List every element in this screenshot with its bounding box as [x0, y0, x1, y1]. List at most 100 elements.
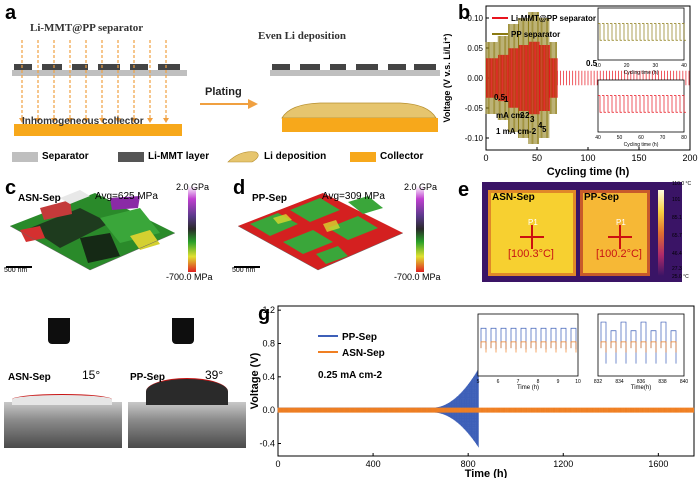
inset1-g-tick-1: 6 [497, 379, 500, 385]
y-tick-label-g-0: -0.4 [259, 439, 275, 449]
rate-label-b-0: 0.5 [494, 93, 506, 102]
y-tick-label-b-0: -0.10 [465, 134, 484, 143]
legend-collector: Collector [380, 151, 424, 162]
contact-angle-asn: 15° [82, 368, 101, 382]
inset-top-b-tick-0: 10 [595, 63, 601, 69]
crosshair-asn-v [531, 225, 533, 249]
scale-d: 500 nm [232, 267, 256, 274]
x-axis-label-b: Cycling time (h) [547, 166, 630, 178]
x-tick-label-b-1: 50 [532, 153, 542, 163]
inhomogeneous-label: Inhomogeneous collector [22, 116, 144, 127]
legend-asn-g: ASN-Sep [342, 348, 385, 359]
inset1-g-asn [480, 341, 577, 353]
y-axis-label-g: Voltage (V) [249, 352, 261, 409]
rate-label-b-2: 2 [520, 111, 525, 120]
panel-label-d: d [233, 177, 246, 199]
inset1-g-tick-4: 9 [557, 379, 560, 385]
y-tick-label-b-2: 0.00 [467, 74, 483, 83]
y-tick-label-g-2: 0.4 [262, 372, 275, 382]
colorbar-c [188, 186, 196, 272]
droplet-left [12, 394, 112, 405]
separator-layer-right [270, 70, 440, 76]
inset1-g-pp [480, 327, 577, 350]
legend-li-b: Li-MMT@PP separator [511, 14, 596, 23]
y-tick-label-b-4: 0.10 [467, 14, 483, 23]
mmt-layer-left [14, 64, 180, 70]
legend-mmt-swatch [118, 152, 144, 162]
y-tick-label-b-3: 0.05 [467, 44, 483, 53]
x-tick-label-b-3: 150 [631, 153, 646, 163]
inset-bottom-b-frame [597, 79, 685, 133]
x-tick-label-g-1: 400 [366, 459, 381, 469]
temp-pp: [100.2°C] [596, 248, 642, 260]
legend-li: Li deposition [264, 151, 327, 162]
inset-bottom-b-tick-2: 60 [638, 135, 644, 141]
cbar-e-1: 101 [672, 197, 681, 203]
separator-layer-left [12, 70, 187, 76]
inset-bottom-b-tick-0: 40 [595, 135, 601, 141]
inset-bottom-b-series [598, 95, 686, 113]
series-li-long-b [557, 70, 690, 86]
collector-left [14, 124, 182, 136]
inset2-g-tick-1: 834 [615, 379, 624, 385]
thermal-colorbar [658, 190, 664, 276]
inset2-g-tick-0: 832 [594, 379, 603, 385]
rate-label-b-1: 1 [504, 95, 509, 104]
x-tick-label-b-0: 0 [483, 153, 488, 163]
legend-collector-swatch [350, 152, 376, 162]
panel-label-g: g [258, 303, 271, 325]
separator-title: Li-MMT@PP separator [30, 22, 144, 34]
wetting-name-asn: ASN-Sep [8, 372, 51, 383]
inset1-g-tick-0: 5 [477, 379, 480, 385]
collector-right [282, 118, 438, 132]
chart-g: 0 400 800 1200 1600 -0.4 0.0 0.4 0.8 1.2 Time (h) V… [249, 305, 695, 478]
substrate-right [128, 402, 246, 448]
cbar-bottom-c: -700.0 MPa [166, 272, 213, 282]
cbar-top-d: 2.0 GPa [404, 182, 438, 192]
needle-left [48, 318, 70, 344]
rate-note-b: 1 mA cm-2 [496, 127, 537, 136]
y-axis-label-b: Voltage (V v.s. Li/Li⁺) [442, 34, 452, 123]
inset-top-b-tick-2: 30 [653, 63, 659, 69]
mmt-layer-right [272, 64, 436, 70]
li-deposition-layer [281, 102, 437, 119]
current-label-g: 0.25 mA cm-2 [318, 370, 383, 381]
panel-a-schematic [12, 40, 440, 163]
inset-bottom-b-tick-1: 50 [617, 135, 623, 141]
inset1-g-xlabel: Time (h) [517, 385, 539, 391]
li-ion-arrows [21, 40, 167, 118]
scale-bar-c [6, 266, 32, 268]
afm-map-asn [6, 186, 196, 272]
chart-b: 0 50 100 150 200-0.10-0.050.000.050.10Cyclin… [442, 5, 698, 178]
cbar-bottom-d: -700.0 MPa [394, 272, 441, 282]
panel-label-e: e [458, 179, 470, 201]
y-tick-label-g-1: 0.0 [262, 405, 275, 415]
panel-label-b: b [458, 2, 471, 24]
series-li-b [486, 41, 558, 115]
droplet-right [146, 378, 228, 405]
legend-pp-g: PP-Sep [342, 332, 377, 343]
inset-top-b-series [598, 23, 686, 41]
legend-mmt: Li-MMT layer [148, 151, 210, 162]
temp-asn: [100.3°C] [508, 248, 554, 260]
even-deposition-title: Even Li deposition [258, 30, 347, 42]
plating-label: Plating [205, 86, 242, 98]
series-asn-g [277, 407, 695, 413]
rate-label-b-6: 0.5 [586, 59, 598, 68]
afm-name-d: PP-Sep [252, 193, 288, 204]
thermal-pp [580, 190, 650, 276]
inset-bottom-b-tick-4: 80 [681, 135, 687, 141]
y-tick-label-g-4: 1.2 [262, 305, 275, 315]
avg-d: Avg=309 MPa [322, 191, 385, 202]
cbar-top-c: 2.0 GPa [176, 182, 210, 192]
cbar-e-6: 25.0 °C [672, 274, 689, 280]
plot-frame-g [277, 305, 695, 457]
thermal-image [482, 182, 682, 282]
rate-label-b-4: 4 [538, 121, 543, 130]
cbar-e-3: 65.7 [672, 233, 682, 239]
rate-label-b-5: 5 [542, 125, 547, 134]
inset2-g-tick-4: 840 [680, 379, 689, 385]
scale-c: 500 nm [4, 267, 28, 274]
x-tick-label-g-4: 1600 [648, 459, 668, 469]
needle-right [172, 318, 194, 344]
